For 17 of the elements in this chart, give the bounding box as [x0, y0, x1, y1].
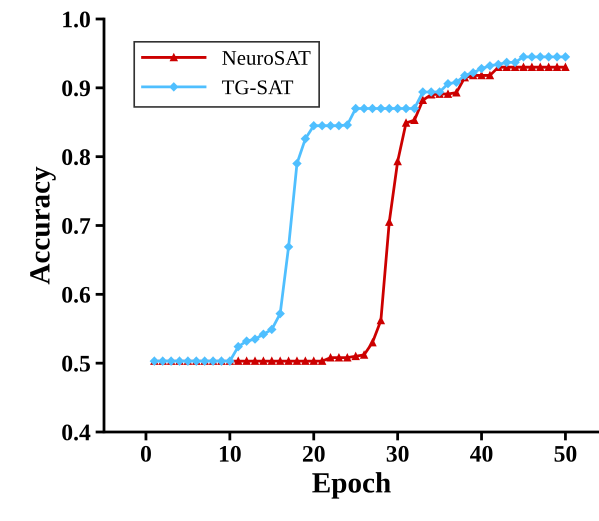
x-tick-label: 50 [554, 446, 576, 462]
x-tick-label: 30 [386, 446, 409, 462]
y-tick-label: 0.7 [62, 218, 90, 234]
x-axis-title: Epoch [312, 472, 391, 499]
y-tick-label: 0.8 [62, 149, 90, 166]
y-tick-label: 0.4 [62, 424, 90, 441]
x-tick-label: 10 [220, 446, 241, 462]
y-axis-title: Accuracy [30, 166, 56, 284]
legend-label: TG-SAT [222, 80, 294, 94]
y-tick-label: 0.9 [62, 80, 90, 96]
x-tick-label: 40 [470, 446, 492, 462]
legend-label: NeuroSAT [222, 50, 310, 65]
y-tick-label: 1.0 [63, 11, 90, 28]
y-tick-label: 0.6 [62, 286, 90, 303]
y-tick-label: 0.5 [62, 356, 90, 372]
x-tick-label: 20 [302, 446, 325, 462]
x-tick-label: 0 [140, 446, 151, 462]
